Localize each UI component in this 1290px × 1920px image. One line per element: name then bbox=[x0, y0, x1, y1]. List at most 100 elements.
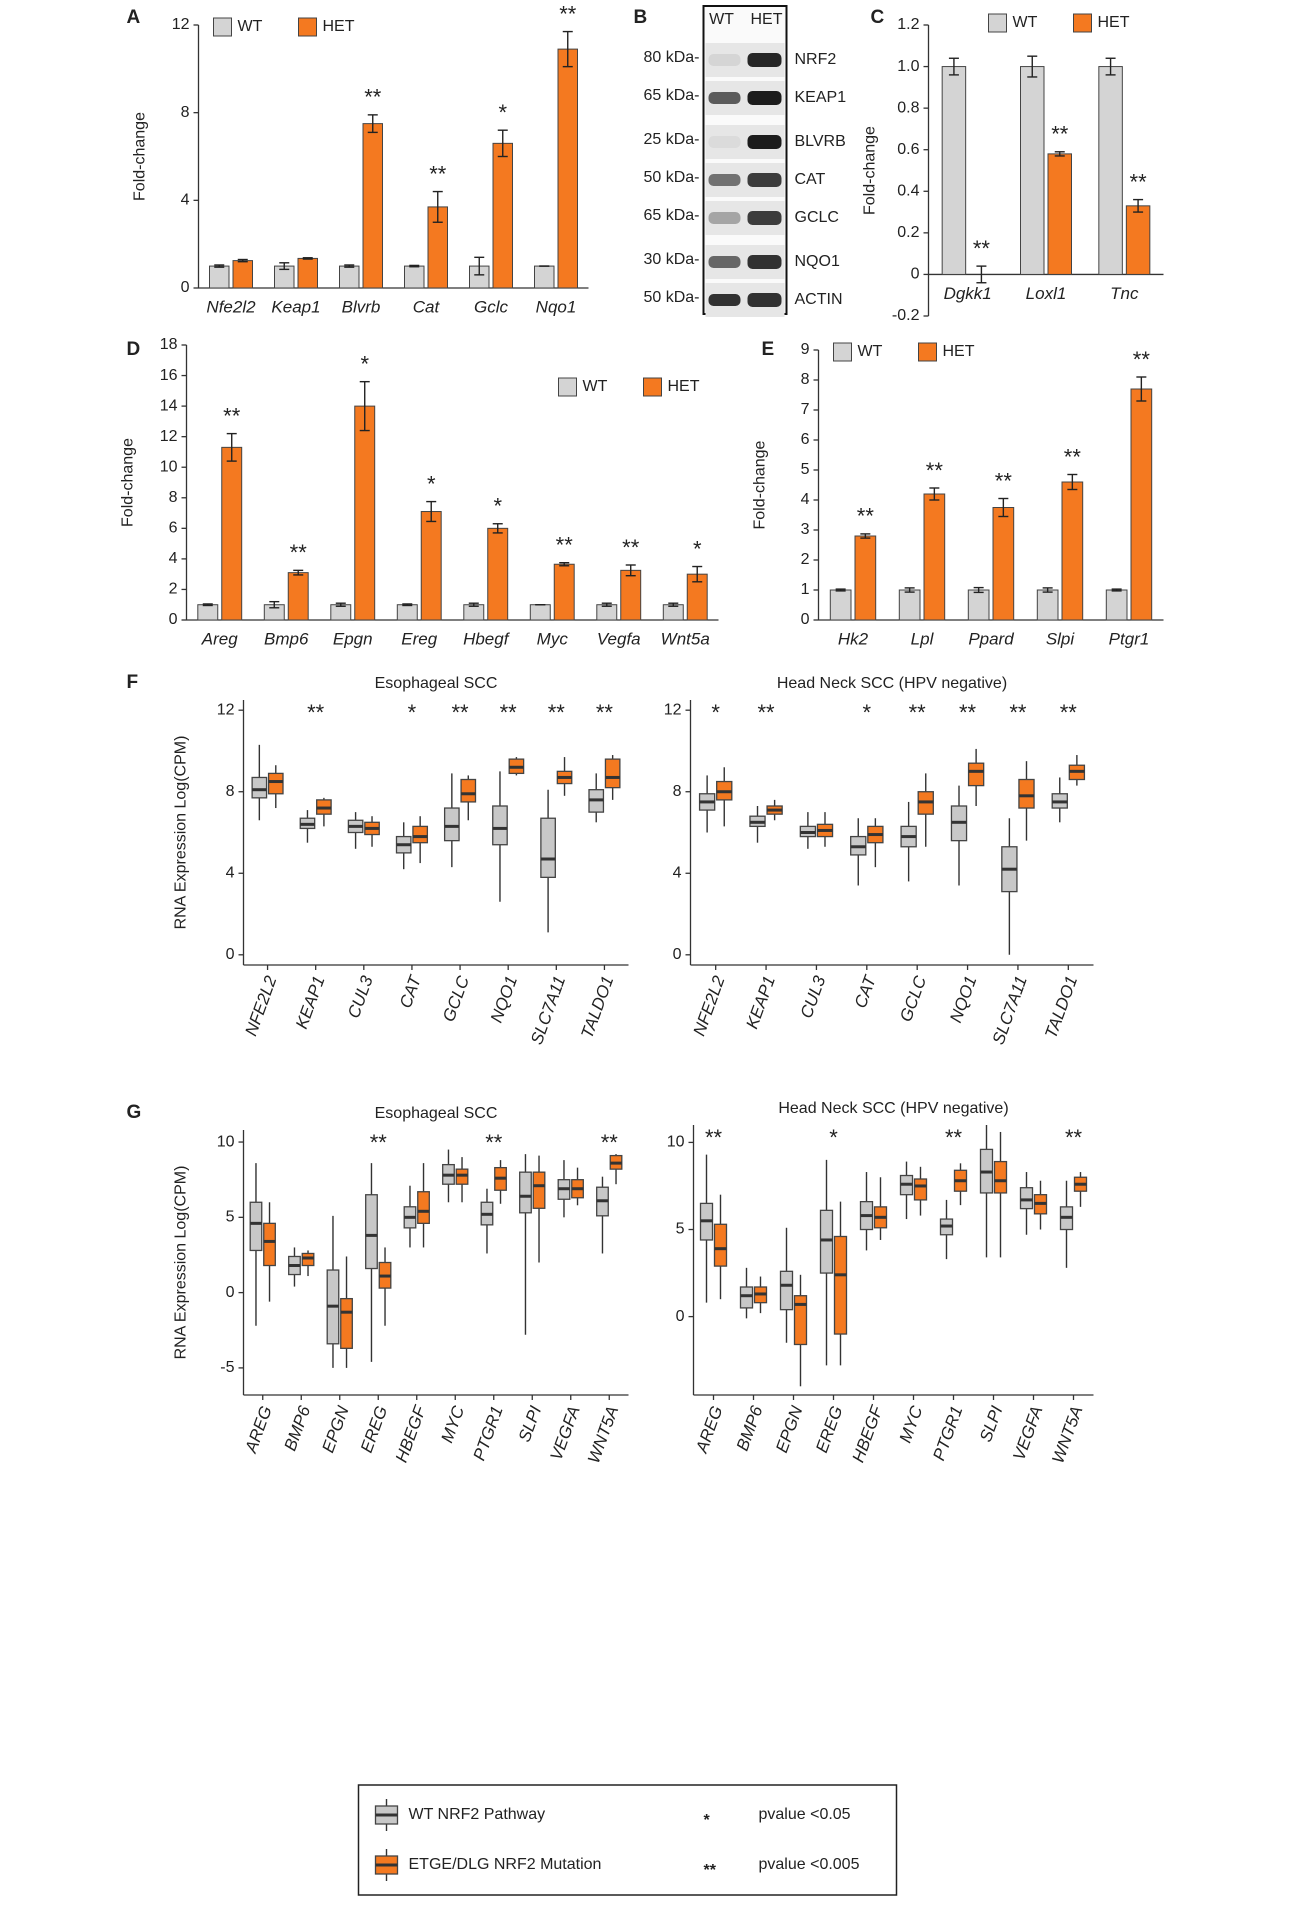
y-tick-label: -0.2 bbox=[892, 307, 920, 324]
bar bbox=[1125, 205, 1151, 275]
legend-symbol: ** bbox=[704, 1862, 717, 1879]
bar bbox=[396, 604, 418, 621]
x-tick-label: Epgn bbox=[333, 629, 373, 648]
significance: * bbox=[408, 700, 417, 725]
significance: ** bbox=[857, 504, 875, 529]
kda-label: 65 kDa- bbox=[643, 87, 699, 104]
y-axis-label: RNA Expression Log(CPM) bbox=[173, 736, 190, 930]
legend-swatch bbox=[988, 13, 1007, 33]
y-tick-label: 12 bbox=[172, 16, 190, 33]
y-tick-label: 18 bbox=[160, 336, 178, 353]
panel-label: D bbox=[127, 339, 141, 360]
x-tick-label: Vegfa bbox=[597, 629, 641, 648]
significance: ** bbox=[995, 468, 1013, 493]
kda-label: 50 kDa- bbox=[643, 289, 699, 306]
significance: ** bbox=[500, 700, 518, 725]
x-tick-label: Hk2 bbox=[838, 629, 869, 648]
box bbox=[417, 1191, 430, 1225]
x-tick-label: Ppard bbox=[968, 629, 1014, 648]
significance: ** bbox=[1130, 169, 1148, 194]
legend-label: WT bbox=[238, 18, 263, 35]
bar bbox=[463, 604, 485, 621]
chart-title: Esophageal SCC bbox=[375, 1105, 498, 1122]
x-tick-label: Gclc bbox=[474, 297, 509, 316]
y-tick-label: 4 bbox=[801, 491, 810, 508]
x-tick-label: Ptgr1 bbox=[1109, 629, 1150, 648]
band bbox=[708, 294, 741, 306]
significance: ** bbox=[601, 1130, 619, 1155]
significance: ** bbox=[485, 1130, 503, 1155]
panel-label: A bbox=[127, 7, 141, 28]
box bbox=[1018, 778, 1035, 809]
y-tick-label: 8 bbox=[226, 783, 235, 800]
legend-label: WT bbox=[858, 343, 883, 360]
significance: ** bbox=[973, 236, 991, 261]
bar bbox=[1061, 481, 1084, 621]
protein-label: ACTIN bbox=[795, 291, 843, 308]
panel-label: E bbox=[762, 339, 775, 360]
bar bbox=[354, 405, 376, 621]
panel-label: B bbox=[634, 7, 648, 28]
y-tick-label: 2 bbox=[169, 581, 178, 598]
y-tick-label: 4 bbox=[226, 864, 235, 881]
significance: * bbox=[863, 700, 872, 725]
significance: * bbox=[498, 100, 507, 125]
panel-label: F bbox=[127, 672, 139, 693]
significance: * bbox=[493, 494, 502, 519]
y-tick-label: 2 bbox=[801, 551, 810, 568]
y-tick-label: 1 bbox=[801, 581, 810, 598]
bar bbox=[1105, 589, 1128, 621]
kda-label: 80 kDa- bbox=[643, 49, 699, 66]
band bbox=[708, 212, 741, 224]
bar bbox=[404, 265, 425, 289]
band bbox=[708, 256, 741, 268]
legend-label: WT NRF2 Pathway bbox=[409, 1806, 546, 1823]
y-tick-label: 1.2 bbox=[897, 16, 919, 33]
box bbox=[455, 1168, 469, 1185]
bar bbox=[232, 260, 253, 289]
y-axis-label: Fold-change bbox=[132, 112, 149, 201]
legend-swatch bbox=[1073, 13, 1092, 33]
box bbox=[739, 1286, 754, 1309]
legend-label: HET bbox=[668, 378, 700, 395]
y-tick-label: 0.4 bbox=[897, 183, 919, 200]
y-tick-label: 0.6 bbox=[897, 141, 919, 158]
significance: ** bbox=[223, 403, 241, 428]
significance: ** bbox=[290, 540, 308, 565]
significance: ** bbox=[926, 458, 944, 483]
bar bbox=[529, 604, 551, 621]
y-tick-label: 4 bbox=[169, 550, 178, 567]
bar bbox=[1020, 66, 1045, 275]
protein-label: NQO1 bbox=[795, 253, 840, 270]
y-tick-label: 0 bbox=[673, 946, 682, 963]
kda-label: 65 kDa- bbox=[643, 207, 699, 224]
significance: * bbox=[693, 536, 702, 561]
box bbox=[604, 758, 621, 789]
protein-label: CAT bbox=[795, 171, 826, 188]
y-tick-label: 0.8 bbox=[897, 99, 919, 116]
y-tick-label: 5 bbox=[226, 1209, 235, 1226]
x-tick-label: Cat bbox=[413, 297, 441, 316]
box bbox=[412, 825, 429, 844]
bar bbox=[854, 535, 877, 621]
lane-label: HET bbox=[751, 11, 783, 28]
x-tick-label: Lpl bbox=[911, 629, 935, 648]
legend-label: WT bbox=[583, 378, 608, 395]
chart-title: Esophageal SCC bbox=[375, 675, 498, 692]
box bbox=[532, 1171, 546, 1209]
y-tick-label: 8 bbox=[169, 489, 178, 506]
significance: ** bbox=[1065, 1125, 1083, 1150]
significance: * bbox=[711, 700, 720, 725]
y-axis-label: Fold-change bbox=[752, 440, 769, 529]
x-tick-label: Tnc bbox=[1110, 284, 1139, 303]
legend-swatch bbox=[833, 342, 852, 362]
y-tick-label: 10 bbox=[217, 1133, 235, 1150]
legend-swatch bbox=[558, 377, 577, 397]
y-tick-label: 8 bbox=[673, 783, 682, 800]
box bbox=[519, 1171, 532, 1214]
band bbox=[747, 293, 782, 307]
band bbox=[708, 174, 741, 186]
y-tick-label: 10 bbox=[667, 1134, 685, 1151]
y-tick-label: 6 bbox=[801, 431, 810, 448]
bar bbox=[829, 589, 852, 621]
